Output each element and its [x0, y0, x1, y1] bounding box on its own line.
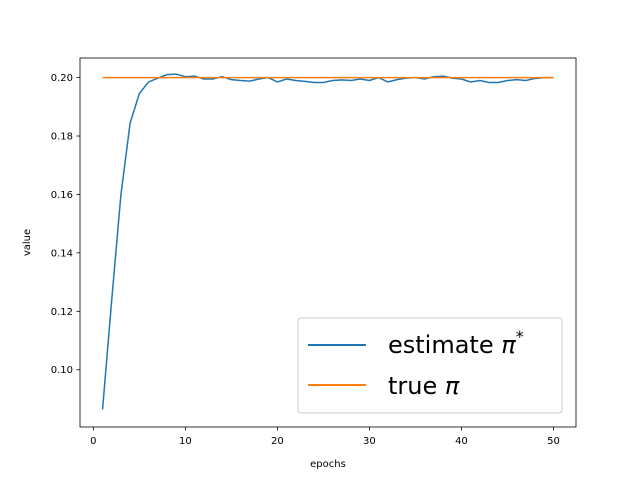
axes-frame — [79, 57, 577, 428]
series-line-estimate — [101, 73, 554, 410]
x-tick-label: 30 — [363, 436, 376, 447]
x-tick-label: 10 — [179, 436, 192, 447]
x-tick-label: 20 — [271, 436, 284, 447]
legend-label-estimate-symbol: π — [501, 331, 516, 359]
y-tick-label: 0.14 — [51, 248, 73, 259]
legend-label-estimate-base: estimate — [388, 331, 501, 359]
y-axis-title: value — [22, 229, 33, 256]
y-tick-label: 0.20 — [51, 73, 73, 84]
x-axis-title: epochs — [310, 459, 346, 470]
x-axis-ticks: 0 10 20 30 40 50 — [90, 427, 560, 447]
plot-lines — [101, 73, 554, 410]
x-tick-label: 40 — [455, 436, 468, 447]
legend-label-estimate: estimate π* — [388, 327, 524, 359]
x-tick-label: 50 — [547, 436, 560, 447]
legend-label-true-symbol: π — [445, 372, 460, 400]
x-tick-label: 0 — [90, 436, 96, 447]
y-tick-label: 0.10 — [51, 365, 73, 376]
legend: estimate π* true π — [297, 317, 563, 414]
legend-label-estimate-sup: * — [516, 327, 524, 346]
legend-label-true-base: true — [388, 372, 445, 400]
legend-box — [297, 317, 563, 414]
y-tick-label: 0.12 — [51, 307, 73, 318]
y-tick-label: 0.18 — [51, 132, 73, 143]
legend-label-true: true π — [388, 372, 460, 400]
y-tick-label: 0.16 — [51, 190, 73, 201]
y-axis-ticks: 0.10 0.12 0.14 0.16 0.18 0.20 — [51, 73, 80, 376]
